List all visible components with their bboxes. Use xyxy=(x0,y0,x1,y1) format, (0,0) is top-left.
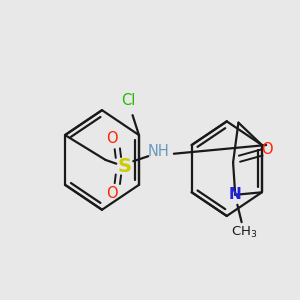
Text: N: N xyxy=(229,187,242,202)
Text: NH: NH xyxy=(148,144,170,159)
Text: O: O xyxy=(106,186,118,201)
Text: Cl: Cl xyxy=(121,93,136,108)
Text: O: O xyxy=(261,142,273,158)
Text: O: O xyxy=(106,131,118,146)
Text: CH$_3$: CH$_3$ xyxy=(230,225,257,240)
Text: S: S xyxy=(118,157,132,176)
